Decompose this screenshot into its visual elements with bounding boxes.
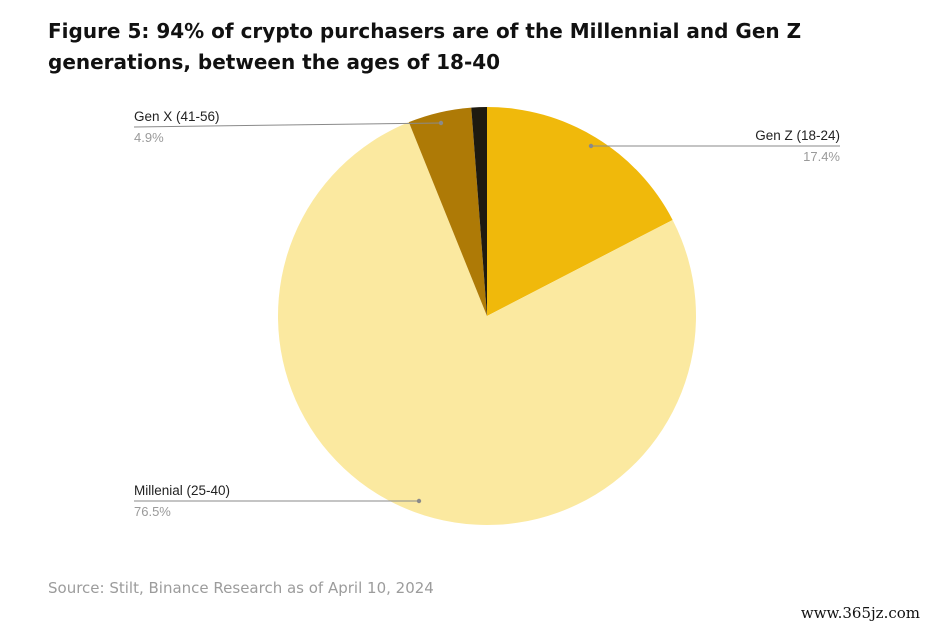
source-note: Source: Stilt, Binance Research as of Ap… (48, 579, 434, 597)
watermark-text: www.365jz.com (800, 604, 920, 622)
slice-value-gen-z-18-24: 17.4% (803, 149, 840, 164)
chart-title: Figure 5: 94% of crypto purchasers are o… (48, 19, 802, 74)
pie-slice-millenial-25-40 (277, 122, 696, 525)
slice-label-millenial-25-40: Millenial (25-40) (134, 483, 230, 498)
leader-line-gen-x-41-56 (133, 122, 442, 128)
slice-label-gen-x-41-56: Gen X (41-56) (134, 109, 220, 124)
slice-value-gen-x-41-56: 4.9% (134, 130, 164, 145)
slice-label-gen-z-18-24: Gen Z (18-24) (755, 128, 840, 143)
leader-dot-gen-z-18-24 (588, 143, 594, 149)
pie-slice-gen-x-41-56 (408, 107, 487, 316)
leader-dot-gen-x-41-56 (438, 120, 444, 126)
pie-slice-gen-z-18-24 (487, 107, 673, 316)
pie-slice-other (471, 106, 487, 316)
leader-dot-millenial-25-40 (416, 498, 422, 504)
slice-value-millenial-25-40: 76.5% (134, 504, 171, 519)
